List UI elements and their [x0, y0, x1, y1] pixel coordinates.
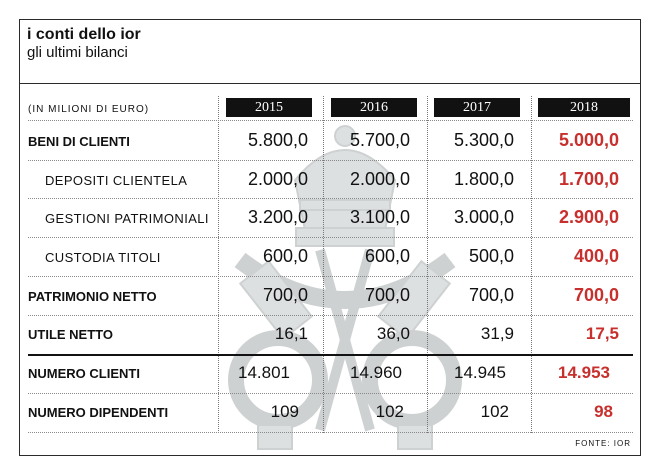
- column-divider: [218, 96, 219, 433]
- cell-numero-dipendenti-2018: 98: [594, 402, 613, 421]
- cell-custodia-titoli-2015: 600,0: [262, 246, 308, 266]
- papal-emblem-watermark: [228, 125, 462, 450]
- column-divider: [323, 96, 324, 433]
- source-note: FONTE: IOR: [575, 439, 631, 448]
- row-divider: [28, 432, 633, 433]
- column-divider: [427, 96, 428, 433]
- row-divider: [28, 276, 633, 277]
- cell-numero-dipendenti-2015: 109: [270, 402, 299, 421]
- cell-utile-netto-2016: 36,0: [376, 324, 410, 343]
- cell-gestioni-patrimoniali-2017: 3.000,0: [453, 207, 514, 227]
- year-header-2016: 2016: [331, 98, 417, 117]
- cell-custodia-titoli-2018: 400,0: [573, 246, 619, 266]
- cell-gestioni-patrimoniali-2018: 2.900,0: [558, 207, 619, 227]
- row-divider: [28, 198, 633, 199]
- cell-patrimonio-netto-2018: 700,0: [573, 285, 619, 305]
- row-label-beni-di-clienti: BENI DI CLIENTI: [28, 134, 130, 149]
- cell-depositi-clientela-2015: 2.000,0: [247, 169, 308, 189]
- cell-numero-clienti-2015: 14.801: [238, 363, 290, 382]
- year-header-2015: 2015: [226, 98, 312, 117]
- cell-numero-clienti-2018: 14.953: [558, 363, 610, 382]
- column-divider: [531, 96, 532, 433]
- row-divider: [28, 160, 633, 161]
- row-label-utile-netto: UTILE NETTO: [28, 327, 113, 342]
- year-header-2017: 2017: [434, 98, 520, 117]
- cell-depositi-clientela-2017: 1.800,0: [453, 169, 514, 189]
- cell-depositi-clientela-2018: 1.700,0: [558, 169, 619, 189]
- row-label-depositi-clientela: DEPOSITI CLIENTELA: [45, 173, 188, 188]
- cell-beni-di-clienti-2018: 5.000,0: [558, 130, 619, 150]
- cell-numero-clienti-2017: 14.945: [454, 363, 506, 382]
- row-label-custodia-titoli: CUSTODIA TITOLI: [45, 250, 161, 265]
- unit-label: (IN MILIONI DI EURO): [28, 104, 150, 115]
- cell-gestioni-patrimoniali-2016: 3.100,0: [349, 207, 410, 227]
- cell-numero-clienti-2016: 14.960: [350, 363, 402, 382]
- row-label-patrimonio-netto: PATRIMONIO NETTO: [28, 289, 157, 304]
- cell-utile-netto-2015: 16,1: [274, 324, 308, 343]
- cell-beni-di-clienti-2015: 5.800,0: [247, 130, 308, 150]
- cell-patrimonio-netto-2017: 700,0: [468, 285, 514, 305]
- row-label-numero-clienti: NUMERO CLIENTI: [28, 366, 140, 381]
- row-divider: [28, 393, 633, 394]
- cell-numero-dipendenti-2017: 102: [480, 402, 509, 421]
- cell-depositi-clientela-2016: 2.000,0: [349, 169, 410, 189]
- row-divider: [28, 315, 633, 316]
- row-label-gestioni-patrimoniali: GESTIONI PATRIMONIALI: [45, 211, 209, 226]
- page-title: i conti dello ior: [27, 26, 141, 43]
- cell-patrimonio-netto-2016: 700,0: [364, 285, 410, 305]
- cell-custodia-titoli-2016: 600,0: [364, 246, 410, 266]
- infographic-frame: i conti dello ior gli ultimi bilanci (IN…: [19, 19, 641, 456]
- cell-beni-di-clienti-2017: 5.300,0: [453, 130, 514, 150]
- cell-beni-di-clienti-2016: 5.700,0: [349, 130, 410, 150]
- year-header-2018: 2018: [538, 98, 630, 117]
- header-divider: [20, 83, 640, 84]
- row-label-numero-dipendenti: NUMERO DIPENDENTI: [28, 405, 169, 420]
- cell-numero-dipendenti-2016: 102: [375, 402, 404, 421]
- cell-gestioni-patrimoniali-2015: 3.200,0: [247, 207, 308, 227]
- row-divider: [28, 237, 633, 238]
- cell-utile-netto-2018: 17,5: [585, 324, 619, 343]
- page-subtitle: gli ultimi bilanci: [27, 44, 128, 61]
- row-divider-bold: [28, 354, 633, 356]
- cell-utile-netto-2017: 31,9: [480, 324, 514, 343]
- cell-patrimonio-netto-2015: 700,0: [262, 285, 308, 305]
- cell-custodia-titoli-2017: 500,0: [468, 246, 514, 266]
- row-divider: [28, 120, 633, 121]
